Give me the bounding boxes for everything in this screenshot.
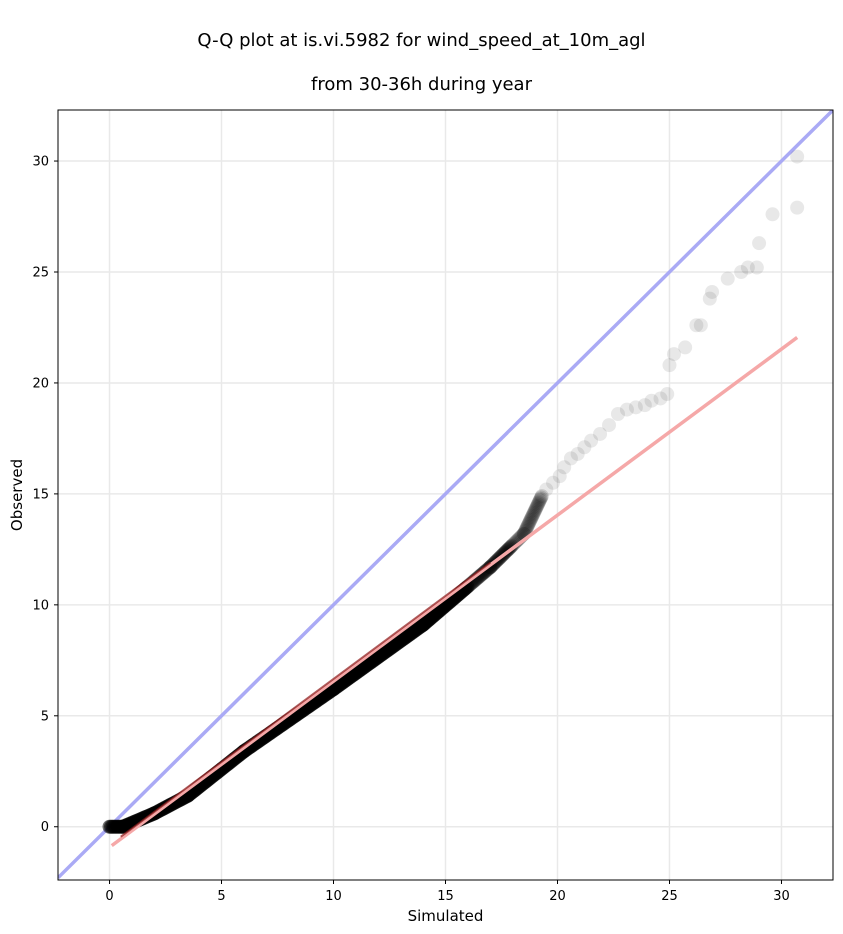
data-point [525,508,540,523]
data-point [505,537,520,552]
y-tick-label: 0 [41,820,49,835]
data-point [644,393,659,408]
data-point [740,260,755,275]
data-point [790,200,805,215]
data-point [765,207,780,222]
data-point [666,347,681,362]
data-point [570,446,585,461]
data-point [660,387,675,402]
data-point [734,264,749,279]
data-point [524,511,539,526]
x-tick-label: 5 [217,889,225,904]
x-tick-label: 25 [661,889,678,904]
chart-title-line2: from 30-36h during year [311,74,532,95]
data-point [528,503,543,518]
data-point [577,440,592,455]
data-point [518,522,533,537]
tail-points [539,149,805,497]
fit-line [110,336,799,848]
fit-line-overlay [120,561,491,838]
data-point [520,518,535,533]
y-tick-label: 20 [32,376,49,391]
y-tick-label: 10 [32,598,49,613]
data-point [752,236,767,251]
x-axis-label: Simulated [408,907,484,925]
data-point [602,418,617,433]
data-point [584,433,599,448]
data-point [526,505,541,520]
data-point [637,398,652,413]
data-point [523,512,538,527]
data-point [720,271,735,286]
data-point [628,400,643,415]
data-point [519,521,534,536]
y-tick-label: 5 [41,709,49,724]
data-point [528,501,543,516]
data-point [693,318,708,333]
data-point [506,536,521,551]
data-layer [58,110,833,880]
data-point [662,358,677,373]
data-point [521,517,536,532]
data-point [532,493,547,508]
y-axis-label: Observed [8,459,26,531]
data-point [593,426,608,441]
data-point [552,469,567,484]
data-point [619,402,634,417]
data-point [522,515,537,530]
identity-line [58,110,833,880]
data-point [522,514,537,529]
data-point [563,451,578,466]
x-tick-label: 0 [105,889,113,904]
data-point [524,510,539,525]
data-point [790,149,805,164]
data-point [530,498,545,513]
data-point [534,490,549,505]
data-point [532,494,547,509]
ticks: 0 5 10 15 20 25 30 0 5 10 15 20 25 30 [32,155,789,904]
x-tick-label: 30 [773,889,790,904]
data-point [689,318,704,333]
y-tick-label: 25 [32,265,49,280]
data-point [546,475,561,490]
data-point [530,497,545,512]
dense-points [102,489,549,834]
chart-title-line1: Q-Q plot at is.vi.5982 for wind_speed_at… [197,30,646,51]
data-point [653,391,668,406]
y-tick-label: 30 [32,155,49,170]
data-point [534,489,549,504]
x-tick-label: 20 [549,889,566,904]
data-point [678,340,693,355]
x-tick-label: 10 [325,889,342,904]
chart-title: Q-Q plot at is.vi.5982 for wind_speed_at… [0,8,843,96]
data-point [533,491,548,506]
data-point [557,460,572,475]
data-point [527,504,542,519]
data-point [504,539,519,554]
data-point [702,291,717,306]
data-point [610,407,625,422]
data-point [749,260,764,275]
data-point [531,496,546,511]
data-point [526,507,541,522]
data-point [520,519,535,534]
data-point [539,482,554,497]
y-tick-label: 15 [32,487,49,502]
data-point [705,284,720,299]
x-tick-label: 15 [437,889,454,904]
data-point [529,500,544,515]
